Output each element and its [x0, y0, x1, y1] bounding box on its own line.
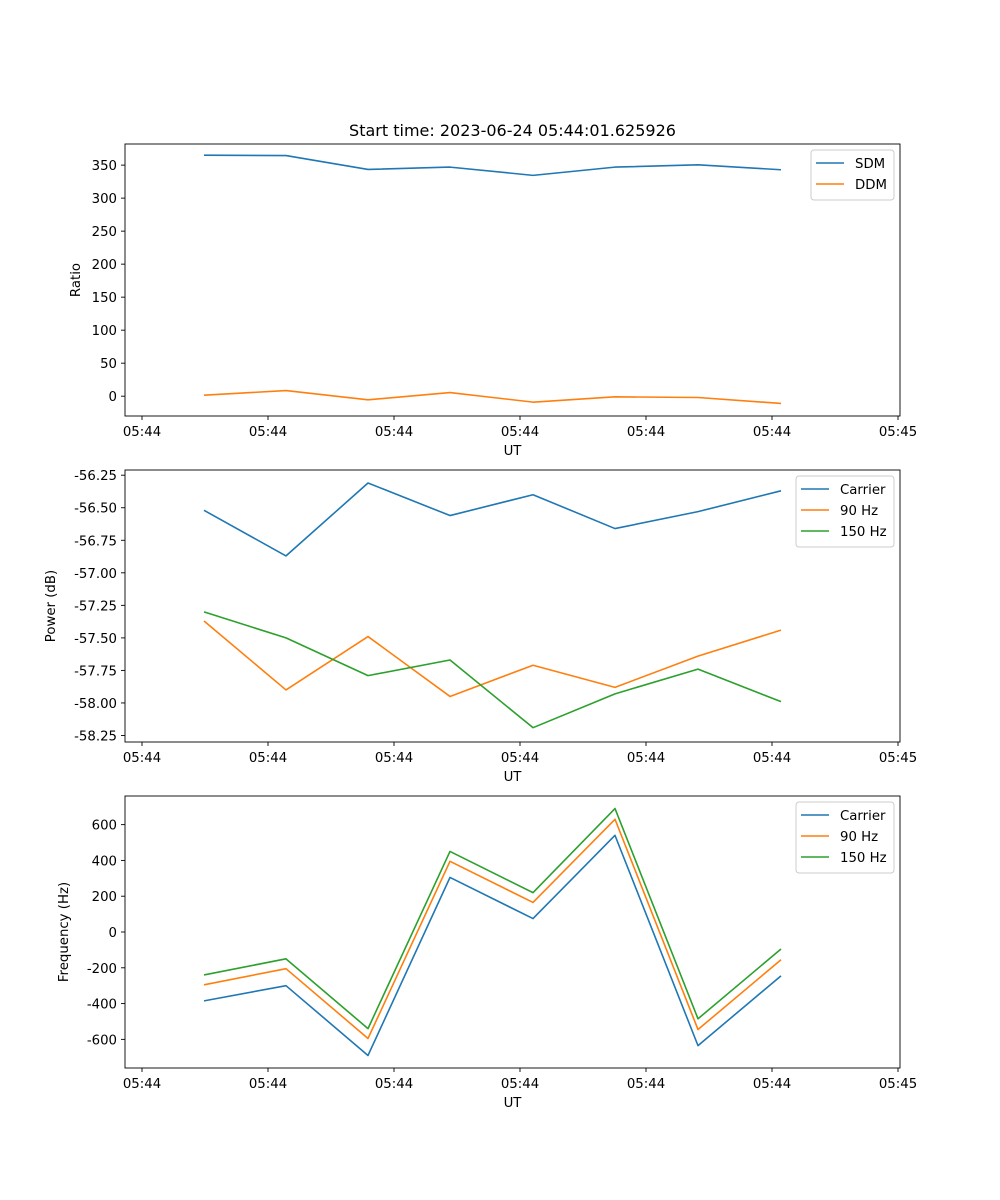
- x-tick-label: 05:44: [123, 425, 161, 440]
- legend: Carrier 90 Hz 150 Hz: [795, 475, 895, 548]
- y-axis-label: Ratio: [69, 263, 84, 297]
- y-tick-label: 200: [92, 258, 117, 273]
- y-tick-label: -600: [87, 1033, 117, 1048]
- legend-label: Carrier: [840, 483, 886, 498]
- series-line-carrier: [203, 834, 782, 1057]
- y-tick-label: -56.25: [74, 469, 117, 484]
- y-tick-label: 200: [92, 890, 117, 905]
- x-axis-label: UT: [504, 444, 523, 459]
- legend: Carrier 90 Hz 150 Hz: [795, 801, 895, 874]
- y-tick-label: -58.00: [74, 697, 117, 712]
- x-tick-label: 05:44: [249, 751, 287, 766]
- subplot-1: 05:44 05:44 05:44 05:44 05:44 05:44 05:45 0 50 10…: [69, 121, 917, 459]
- legend-label: 150 Hz: [840, 525, 887, 540]
- y-tick-label: -57.25: [74, 599, 117, 614]
- series-line-90-hz: [203, 818, 782, 1040]
- legend-label: 90 Hz: [840, 830, 878, 845]
- chart-title: Start time: 2023-06-24 05:44:01.625926: [349, 121, 676, 140]
- x-tick-label: 05:44: [627, 425, 665, 440]
- legend-label: Carrier: [840, 809, 886, 824]
- y-tick-label: 100: [92, 324, 117, 339]
- series-line-90-hz: [203, 620, 782, 698]
- y-tick-label: 50: [100, 357, 117, 372]
- x-tick-label: 05:44: [249, 1077, 287, 1092]
- y-tick-label: 150: [92, 291, 117, 306]
- y-tick-label: 250: [92, 225, 117, 240]
- x-tick-label: 05:44: [123, 1077, 161, 1092]
- x-tick-label: 05:44: [123, 751, 161, 766]
- legend-label: DDM: [855, 178, 887, 193]
- series-line-ddm: [203, 389, 782, 405]
- y-tick-label: 300: [92, 192, 117, 207]
- x-tick-label: 05:44: [627, 751, 665, 766]
- x-tick-label: 05:44: [753, 1077, 791, 1092]
- x-tick-label: 05:45: [879, 1077, 917, 1092]
- x-tick-label: 05:45: [879, 751, 917, 766]
- series-line-sdm: [203, 154, 782, 177]
- subplot-2: 05:44 05:44 05:44 05:44 05:44 05:44 05:45 -58.2…: [44, 469, 917, 785]
- y-tick-label: 0: [109, 390, 117, 405]
- x-tick-label: 05:44: [375, 1077, 413, 1092]
- y-tick-label: -400: [87, 998, 117, 1013]
- legend-label: 150 Hz: [840, 851, 887, 866]
- series-line-150-hz: [203, 807, 782, 1030]
- x-axis-label: UT: [504, 770, 523, 785]
- axes-frame: [124, 143, 901, 417]
- legend-label: SDM: [855, 157, 885, 172]
- x-tick-label: 05:44: [501, 751, 539, 766]
- x-tick-label: 05:44: [249, 425, 287, 440]
- legend-box: [795, 475, 895, 548]
- x-tick-label: 05:44: [753, 751, 791, 766]
- y-axis-label: Frequency (Hz): [57, 882, 72, 982]
- y-axis-label: Power (dB): [44, 570, 59, 642]
- y-tick-label: -57.75: [74, 664, 117, 679]
- axes-frame: [124, 795, 901, 1069]
- y-tick-label: -56.50: [74, 502, 117, 517]
- legend-box: [795, 801, 895, 874]
- x-tick-label: 05:45: [879, 425, 917, 440]
- x-tick-label: 05:44: [627, 1077, 665, 1092]
- y-tick-label: 600: [92, 819, 117, 834]
- x-tick-label: 05:44: [375, 751, 413, 766]
- y-tick-label: 350: [92, 159, 117, 174]
- x-tick-label: 05:44: [501, 1077, 539, 1092]
- y-tick-label: -57.50: [74, 632, 117, 647]
- y-tick-label: -58.25: [74, 729, 117, 744]
- legend: SDM DDM: [810, 149, 895, 201]
- series-line-150-hz: [203, 611, 782, 729]
- x-tick-label: 05:44: [501, 425, 539, 440]
- legend-label: 90 Hz: [840, 504, 878, 519]
- y-tick-label: -57.00: [74, 567, 117, 582]
- x-tick-label: 05:44: [375, 425, 413, 440]
- axes-frame: [124, 469, 901, 743]
- y-tick-label: 0: [109, 926, 117, 941]
- subplot-3: 05:44 05:44 05:44 05:44 05:44 05:44 05:45 -600 -…: [57, 795, 917, 1111]
- x-tick-label: 05:44: [753, 425, 791, 440]
- series-line-carrier: [203, 482, 782, 557]
- y-tick-label: -200: [87, 962, 117, 977]
- y-tick-label: -56.75: [74, 534, 117, 549]
- x-axis-label: UT: [504, 1096, 523, 1111]
- y-tick-label: 400: [92, 854, 117, 869]
